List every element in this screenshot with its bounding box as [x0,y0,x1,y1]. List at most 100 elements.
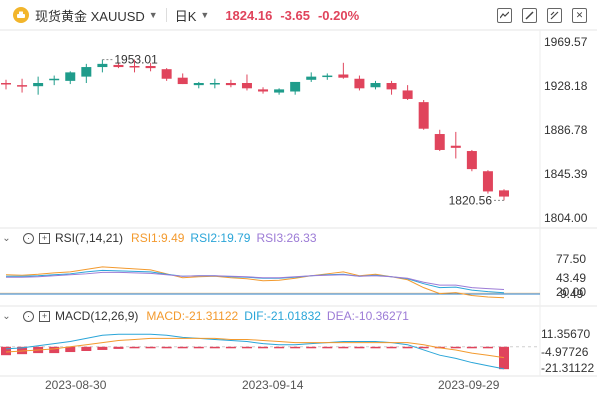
candle [322,75,333,78]
chart-tools: ✕ [497,8,587,23]
candle [1,82,11,85]
candle [177,77,188,85]
candle [241,82,252,89]
macd-bar [290,346,301,349]
symbol-selector[interactable]: 现货黄金 XAUUSD [35,8,145,24]
rsi-tick-label: 20.00 [556,285,586,299]
divider [165,8,167,22]
chevron-down-icon[interactable]: ▼ [148,10,158,20]
macd-bar [354,346,365,349]
macd-bar [258,346,269,349]
macd-bar [306,346,317,349]
collapse-icon[interactable]: ⌄ [2,232,11,244]
candle [65,72,76,81]
candle [338,74,349,78]
gold-coin-icon [13,7,29,23]
candle [450,145,461,148]
macd-bar [17,346,28,355]
candle [193,82,204,86]
macd-value: MACD:-21.31122 [146,309,239,323]
dif-line [5,333,505,370]
rsi-name: RSI(7,14,21) [55,231,124,245]
compare-icon[interactable] [547,8,562,23]
macd-bar [161,346,172,349]
dea-line [5,337,505,359]
candle [482,171,493,192]
macd-bar [450,346,461,349]
rsi-tick-label: 77.50 [556,252,586,266]
macd-tick-label: -21.31122 [541,361,594,375]
macd-bar [129,346,140,349]
price-change: -3.65 [280,7,310,23]
macd-bar [225,346,236,349]
candle [161,69,172,79]
macd-bar [386,346,397,349]
price-tick-label: 1804.00 [544,211,588,225]
price-tick-label: 1928.18 [544,79,588,93]
candle [145,65,156,69]
macd-bar [145,346,156,349]
candle [466,151,477,170]
price-tick-label: 1969.57 [544,35,588,49]
macd-bar [274,346,285,349]
price-tick-label: 1886.78 [544,123,588,137]
settings-icon[interactable]: · [23,232,34,244]
macd-bar [370,346,381,349]
macd-bar [466,346,477,349]
rsi1-value: RSI1:9.49 [131,231,185,245]
rsi1-line [5,266,505,299]
expand-icon[interactable]: + [39,232,50,244]
settings-icon[interactable]: · [23,310,34,322]
dif-value: DIF:-21.01832 [244,309,321,323]
collapse-icon[interactable]: ⌄ [2,310,11,322]
candle [434,134,445,150]
date-label: 2023-09-14 [242,378,304,392]
price-change-percent: -0.20% [317,7,360,23]
macd-tick-label: 11.35670 [541,327,590,341]
last-price: 1824.16 [225,7,273,23]
macd-bar [65,346,76,353]
candle [81,67,92,77]
macd-bar [1,346,11,356]
expand-icon[interactable]: + [39,310,50,322]
macd-bar [402,346,413,349]
candle [418,102,429,129]
macd-bar [241,346,252,349]
candle [33,82,44,87]
macd-bar [418,346,429,349]
candle [258,89,269,92]
macd-bar [338,346,349,349]
draw-icon[interactable] [522,8,537,23]
candle [97,63,108,68]
macd-bar [113,346,124,349]
candle [370,82,381,88]
rsi3-value: RSI3:26.33 [256,231,317,245]
candle [225,82,236,86]
price-tick-label: 1845.39 [544,167,588,181]
candle [306,76,317,80]
macd-tick-label: -4.97726 [541,345,589,359]
candle [499,190,509,197]
chevron-down-icon[interactable]: ▼ [200,10,210,20]
rsi3-line [6,271,505,290]
rsi2-value: RSI2:19.79 [190,231,251,245]
macd-bar [81,346,92,351]
candle [17,85,28,87]
high-annotation: 1953.01 [114,53,158,67]
rsi-tick-label: 43.49 [556,271,586,285]
close-icon[interactable]: ✕ [572,8,587,23]
indicator-icon[interactable] [497,8,512,23]
macd-bar [322,346,333,349]
candle [386,82,397,90]
macd-bar [177,346,188,349]
candle [113,64,124,68]
macd-name: MACD(12,26,9) [55,309,139,323]
period-selector[interactable]: 日K [174,8,197,24]
date-label: 2023-08-30 [45,378,107,392]
candle [354,78,365,89]
candle [49,78,60,81]
low-annotation: 1820.56 [449,193,493,207]
candle [129,65,140,68]
candle [274,89,285,93]
